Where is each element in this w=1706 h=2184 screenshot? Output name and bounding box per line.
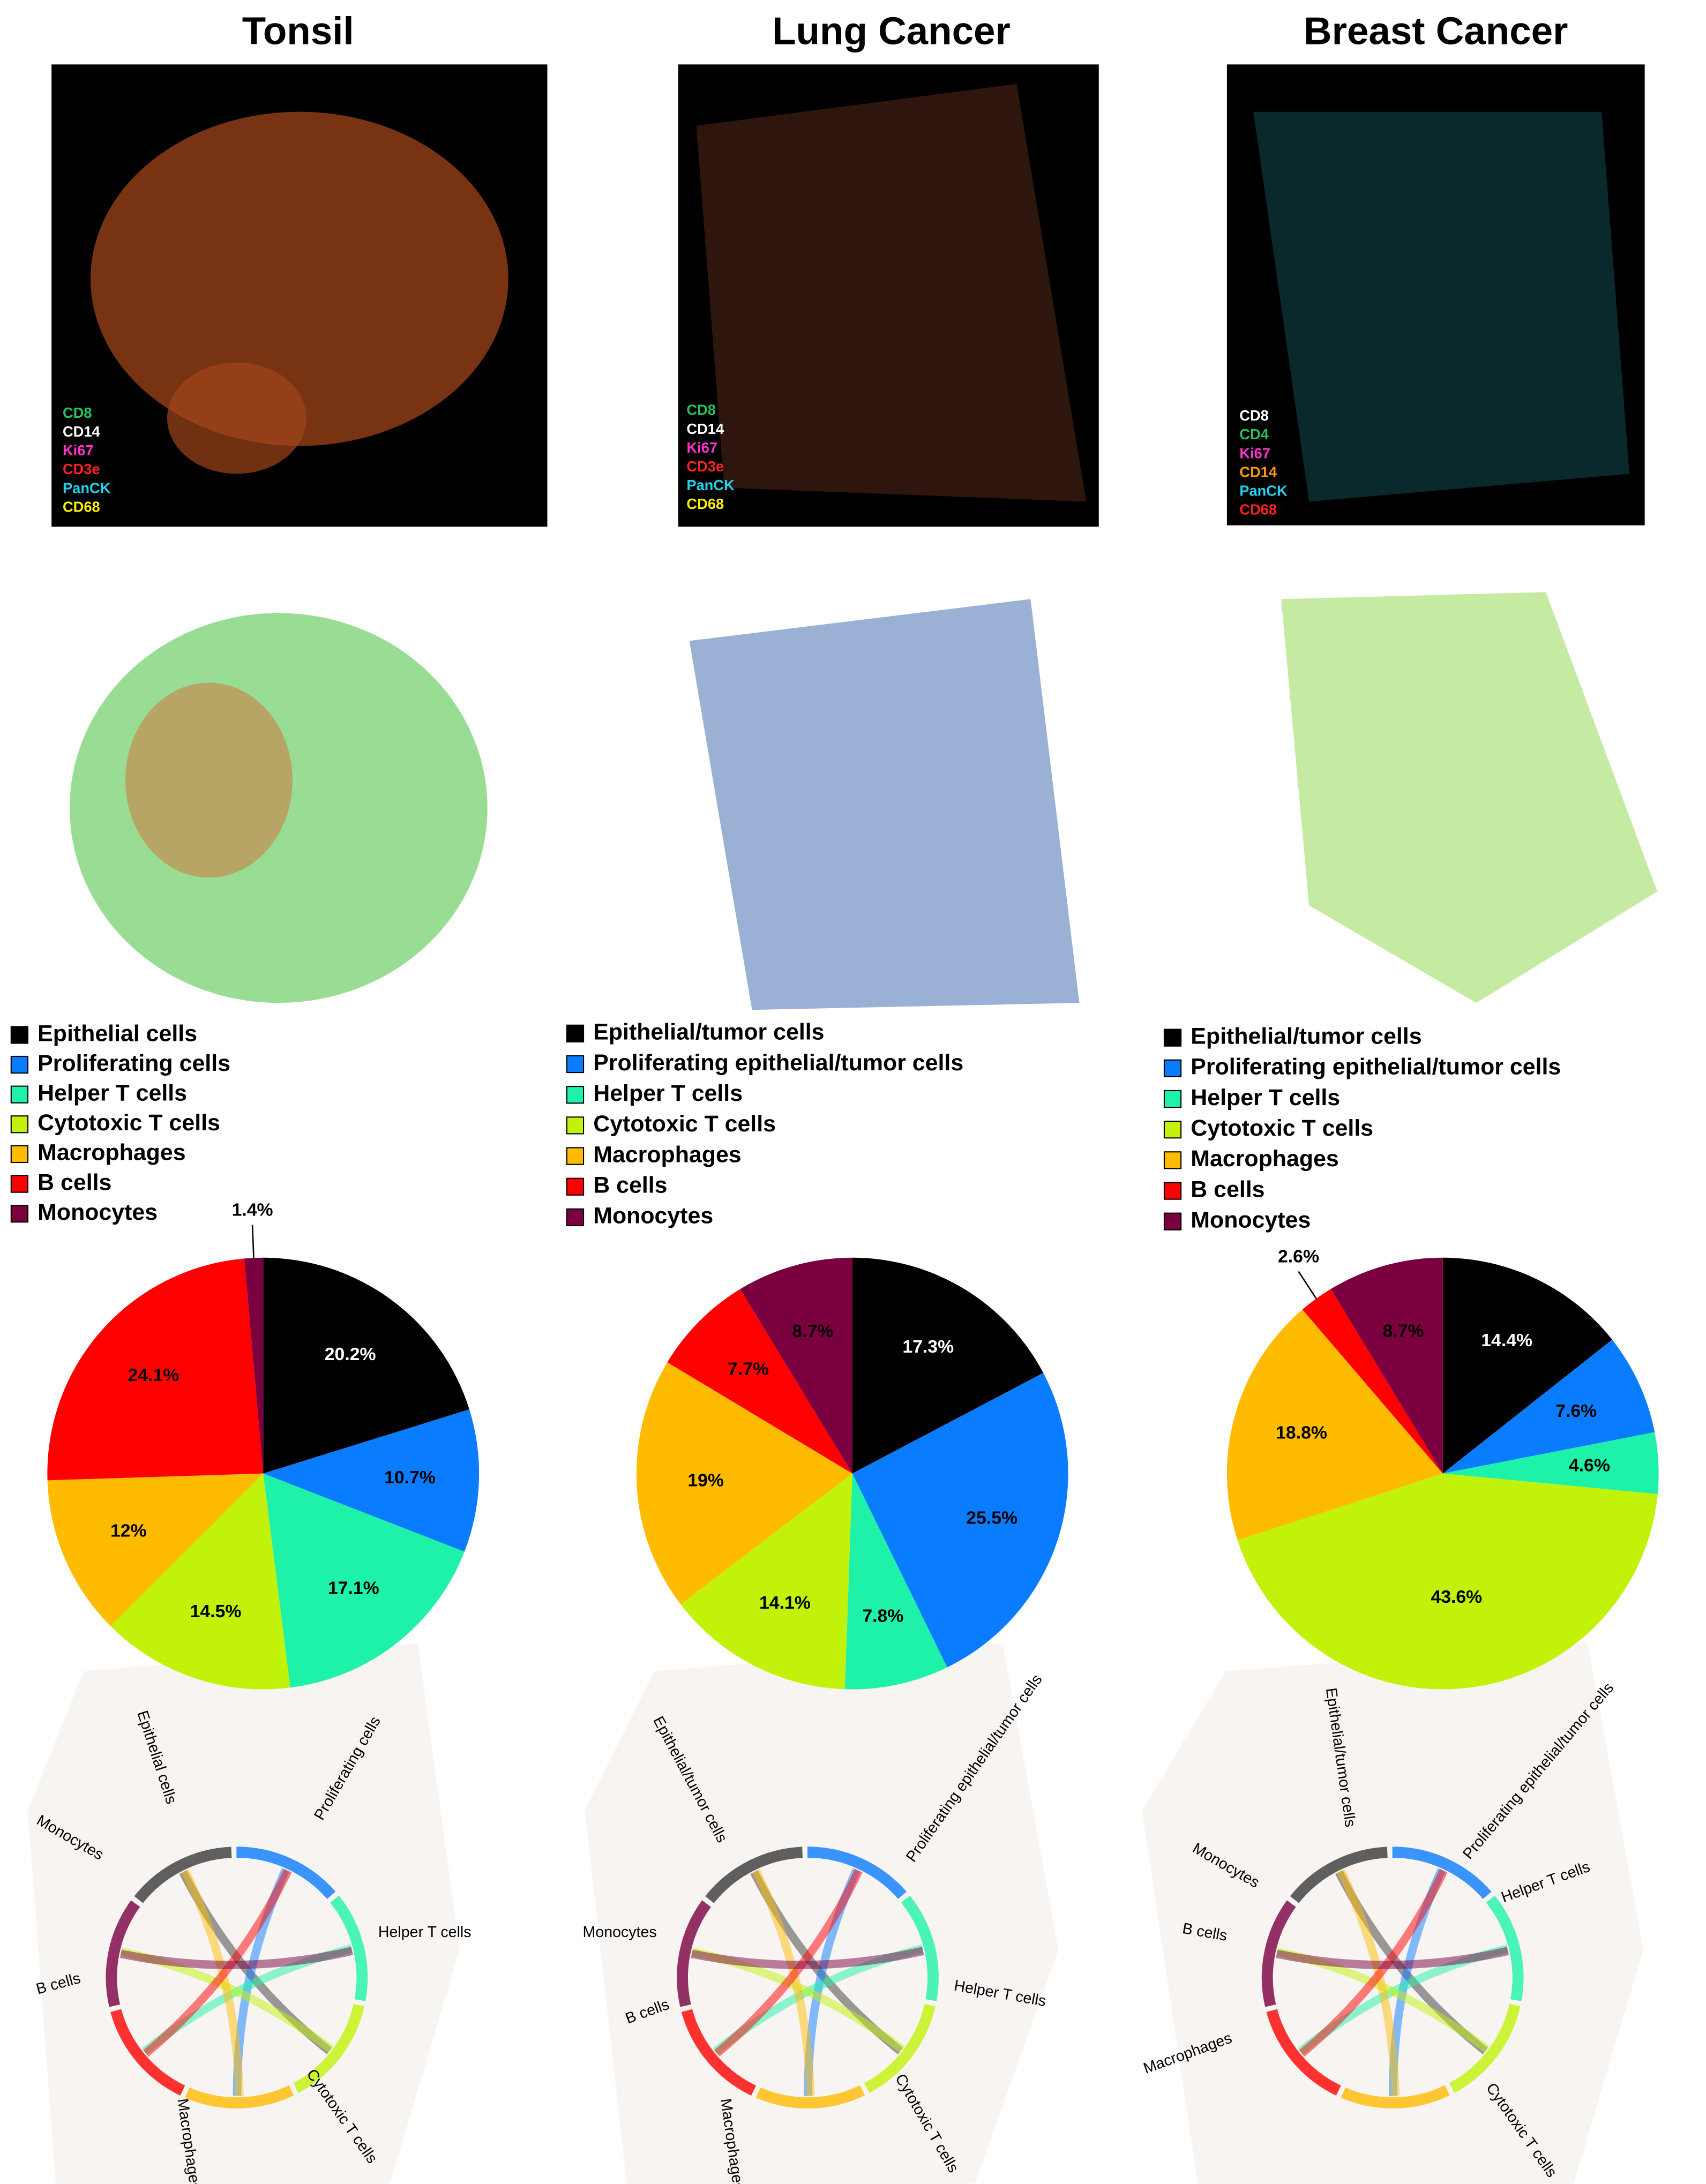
data-label: 12% [110,1520,147,1541]
marker-label: CD68 [1239,501,1277,518]
data-label: 25.5% [966,1508,1017,1528]
marker-label: CD8 [1239,407,1269,424]
data-label: 17.1% [328,1578,379,1598]
legend-swatch [1164,1091,1181,1107]
data-label: 1.4% [232,1200,273,1220]
data-label: 14.1% [759,1593,811,1613]
data-label: 7.7% [728,1359,769,1379]
marker-label: CD3e [686,458,724,475]
legend-label: Macrophages [1191,1146,1338,1172]
legend-label: Helper T cells [1191,1085,1340,1110]
legend-label: Proliferating epithelial/tumor cells [593,1050,963,1076]
marker-label: PanCK [686,477,735,493]
legend-swatch [1164,1152,1181,1168]
marker-label: PanCK [63,479,111,496]
data-label: 14.4% [1481,1330,1532,1350]
legend-swatch [1164,1030,1181,1046]
marker-label: CD68 [63,498,100,515]
marker-label: CD14 [1239,463,1277,480]
legend-swatch [1164,1213,1181,1230]
marker-label: Ki67 [686,439,717,456]
legend-swatch [1164,1182,1181,1199]
legend-swatch [1164,1060,1181,1077]
data-label: 4.6% [1569,1455,1610,1475]
legend-swatch [567,1025,583,1042]
tissue-shape [1253,112,1629,502]
chord-label: Helper T cells [378,1924,472,1941]
figure: Tonsil Epithelial cells Proliferating cell… [0,0,1706,2184]
data-label: 2.6% [1278,1246,1319,1266]
celltype-map [1281,592,1657,1003]
legend-label: B cells [1191,1176,1264,1202]
legend-label: Cytotoxic T cells [1191,1115,1373,1141]
legend-label: Monocytes [38,1199,158,1225]
celltype-map [125,682,293,877]
leader-line [252,1225,253,1258]
legend-swatch [11,1056,28,1073]
data-label: 14.5% [190,1601,242,1622]
data-label: 17.3% [902,1337,954,1357]
leader-line [1298,1271,1316,1299]
marker-label: CD3e [63,461,100,477]
data-label: 8.7% [792,1321,833,1341]
legend-swatch [11,1175,28,1192]
data-label: 7.8% [862,1606,903,1626]
legend-swatch [11,1146,28,1162]
legend-label: Cytotoxic T cells [593,1111,776,1137]
legend-label: Monocytes [1191,1207,1311,1233]
legend-swatch [1164,1121,1181,1138]
legend-label: B cells [593,1173,667,1198]
marker-label: PanCK [1239,482,1288,499]
marker-label: CD14 [63,423,101,440]
legend-swatch [11,1116,28,1132]
tissue-shape [167,363,306,474]
data-label: 43.6% [1431,1587,1482,1607]
legend-label: Epithelial/tumor cells [1191,1023,1421,1049]
marker-label: CD68 [686,496,724,512]
legend-swatch [11,1026,28,1043]
data-label: 18.8% [1276,1422,1327,1443]
legend-swatch [567,1179,583,1195]
legend-label: Epithelial cells [38,1020,197,1046]
panel-title: Lung Cancer [772,9,1011,52]
chord-label: Monocytes [583,1924,657,1941]
marker-label: CD8 [63,404,92,421]
legend-label: Helper T cells [593,1080,743,1106]
legend-label: Proliferating epithelial/tumor cells [1191,1054,1561,1080]
marker-label: Ki67 [1239,445,1270,461]
legend-swatch [11,1086,28,1103]
legend-swatch [567,1147,583,1164]
legend-label: Epithelial/tumor cells [593,1019,824,1045]
data-label: 8.7% [1383,1321,1424,1341]
legend-swatch [567,1086,583,1103]
marker-label: CD8 [686,402,716,418]
marker-label: Ki67 [63,442,94,459]
data-label: 19% [687,1470,724,1491]
data-label: 20.2% [325,1344,376,1364]
legend-label: Macrophages [593,1142,741,1167]
legend-label: B cells [38,1169,111,1195]
marker-label: CD4 [1239,426,1269,442]
legend-label: Macrophages [38,1140,185,1166]
panel-title: Breast Cancer [1304,9,1568,52]
data-label: 7.6% [1555,1401,1597,1421]
data-label: 10.7% [384,1467,436,1488]
legend-label: Proliferating cells [38,1050,230,1076]
legend-label: Helper T cells [38,1080,187,1106]
marker-label: CD14 [686,421,724,437]
legend-label: Cytotoxic T cells [38,1110,220,1136]
panel-title: Tonsil [242,9,354,52]
legend-swatch [11,1205,28,1222]
legend-swatch [567,1056,583,1072]
celltype-map [690,599,1080,1010]
legend-swatch [567,1117,583,1134]
data-label: 24.1% [128,1365,179,1385]
legend-label: Monocytes [593,1203,713,1229]
legend-swatch [567,1209,583,1226]
